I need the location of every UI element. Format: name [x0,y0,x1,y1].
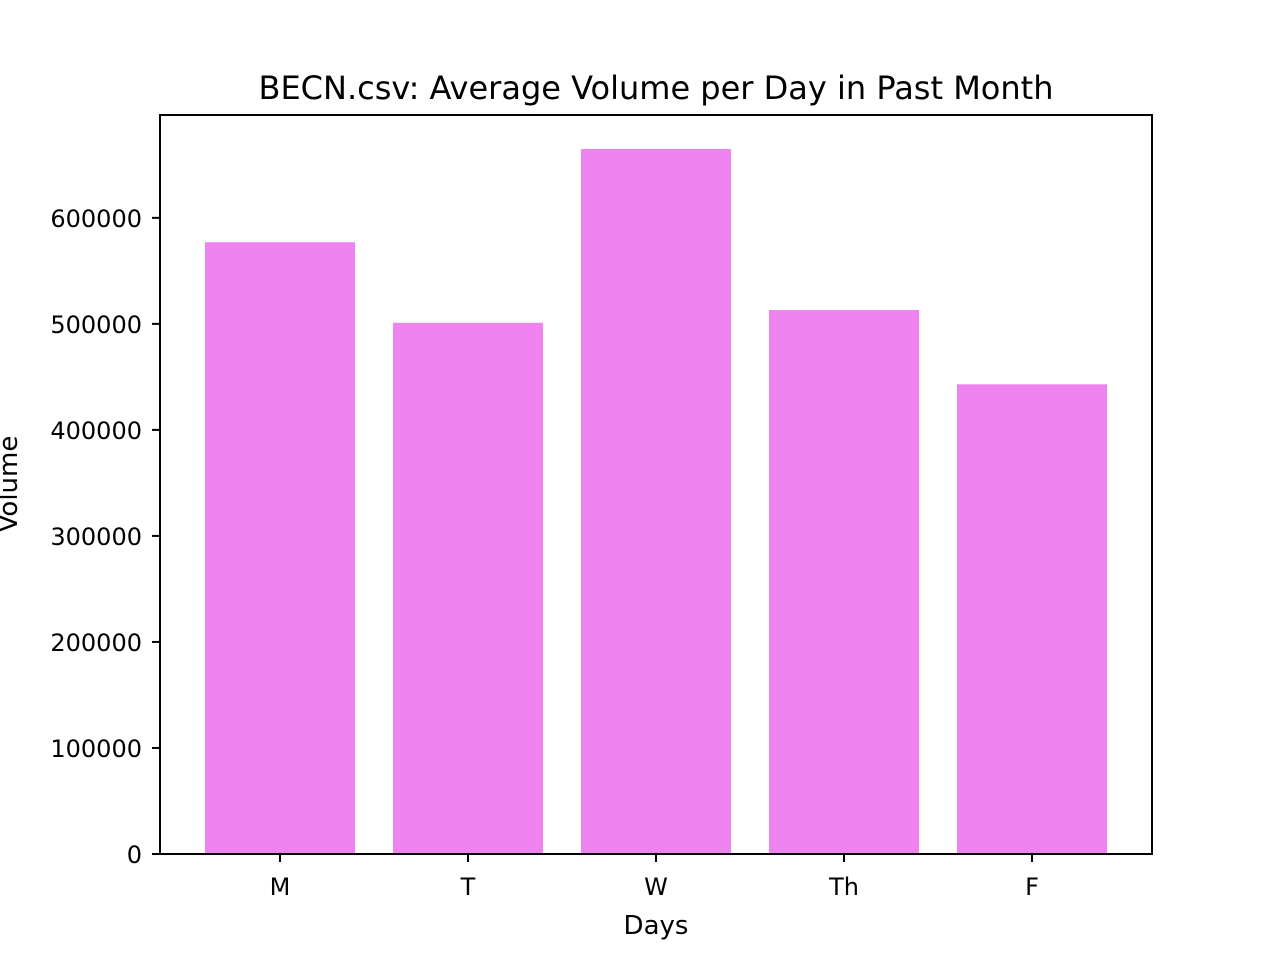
y-tick-label: 400000 [50,417,142,445]
y-tick-label: 300000 [50,523,142,551]
y-axis-ticks: 0 100000 200000 300000 400000 500000 600000 [50,205,160,869]
x-tick-label: M [270,873,291,901]
x-tick-label: W [644,873,668,901]
y-tick-label: 200000 [50,629,142,657]
y-tick-label: 600000 [50,205,142,233]
y-tick-label: 100000 [50,735,142,763]
bar-f [957,384,1107,854]
y-tick-label: 0 [127,841,142,869]
x-axis-ticks: M T W Th F [270,854,1039,901]
x-tick-label: Th [828,873,859,901]
bar-m [205,242,355,855]
plot-frame [159,114,1153,855]
bar-t [393,322,543,854]
x-axis-label: Days [624,911,689,941]
chart-title: BECN.csv: Average Volume per Day in Past… [259,69,1054,107]
bar-th [769,310,919,854]
bars-group [205,148,1107,855]
y-tick-label: 500000 [50,311,142,339]
x-tick-label: F [1025,873,1039,901]
bar-w [581,148,731,854]
y-axis-label: Volume [0,436,24,533]
x-tick-label: T [460,873,476,901]
